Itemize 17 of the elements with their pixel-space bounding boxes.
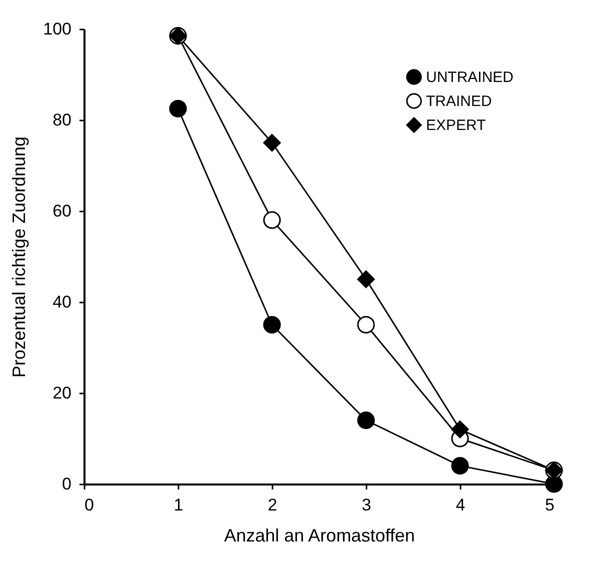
x-tick-label: 4 [456, 496, 466, 514]
x-axis-title: Anzahl an Aromastoffen [224, 526, 415, 546]
legend-label: TRAINED [426, 93, 492, 110]
legend-label: EXPERT [426, 117, 486, 134]
y-tick-label: 40 [52, 292, 72, 312]
y-tick-label: 80 [52, 110, 72, 130]
y-axis-title: Prozentual richtige Zuordnung [9, 136, 30, 378]
x-tick-label: 3 [362, 496, 372, 514]
legend-label: UNTRAINED [426, 69, 514, 86]
y-tick-label: 20 [52, 384, 72, 402]
x-tick-label: 2 [268, 496, 278, 514]
x-tick-label: 5 [545, 496, 554, 514]
y-tick-label: 100 [43, 20, 72, 38]
x-tick-label: 1 [174, 496, 184, 514]
y-tick-label: 0 [62, 474, 72, 494]
x-tick-label: 0 [84, 496, 94, 514]
y-tick-label: 60 [52, 202, 72, 220]
